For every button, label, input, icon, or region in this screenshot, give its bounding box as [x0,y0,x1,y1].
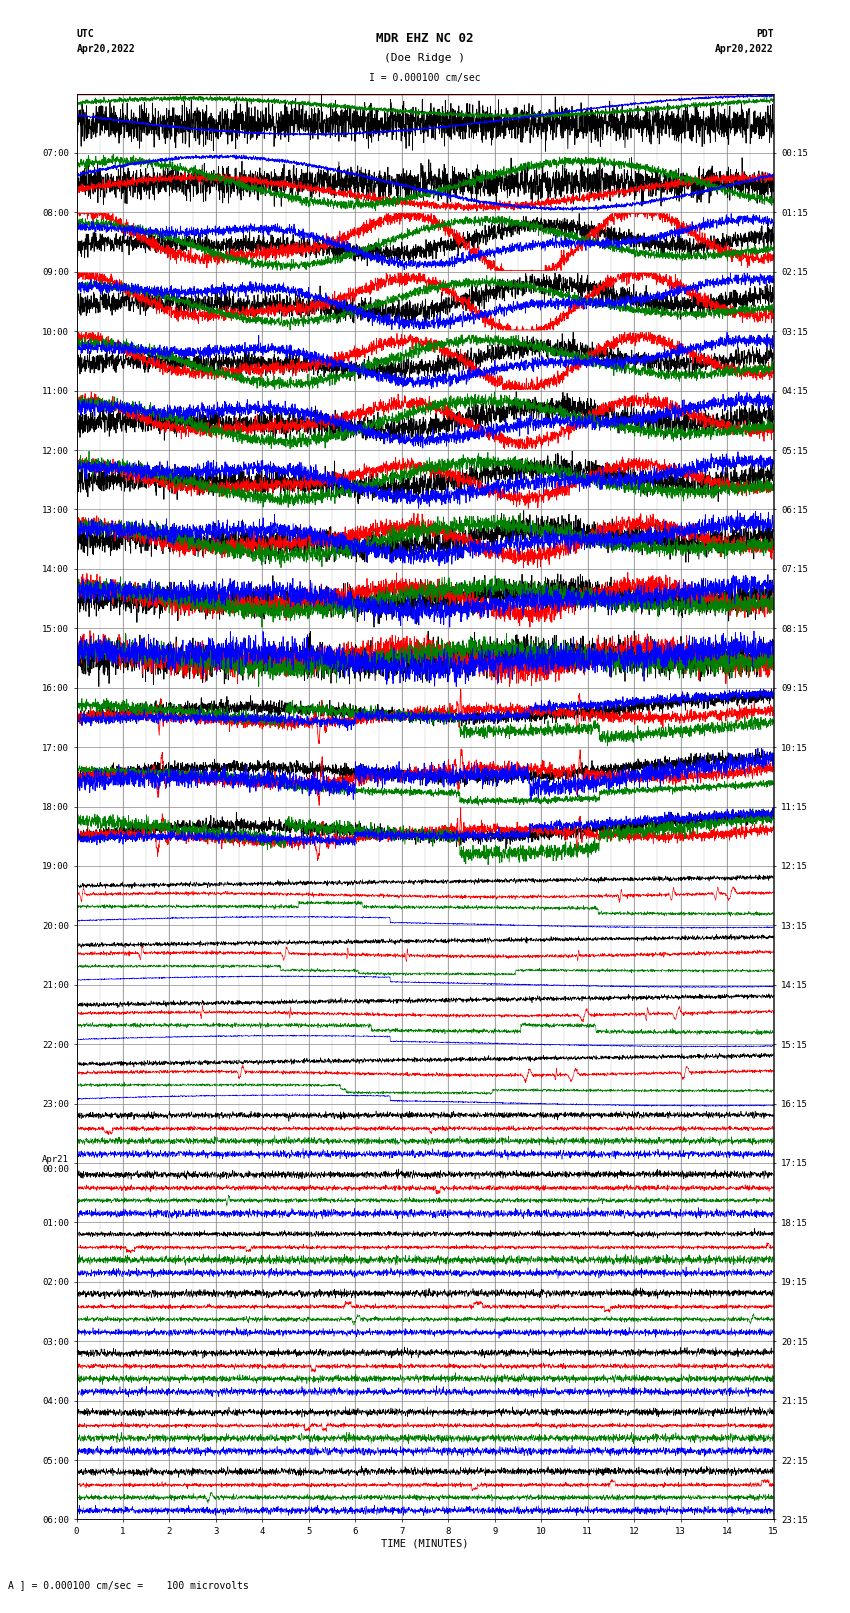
Text: I = 0.000100 cm/sec: I = 0.000100 cm/sec [369,73,481,82]
Text: A ] = 0.000100 cm/sec =    100 microvolts: A ] = 0.000100 cm/sec = 100 microvolts [8,1581,249,1590]
Text: MDR EHZ NC 02: MDR EHZ NC 02 [377,32,473,45]
X-axis label: TIME (MINUTES): TIME (MINUTES) [382,1539,468,1548]
Text: PDT: PDT [756,29,774,39]
Text: UTC: UTC [76,29,94,39]
Text: Apr20,2022: Apr20,2022 [715,44,774,53]
Text: Apr20,2022: Apr20,2022 [76,44,135,53]
Text: (Doe Ridge ): (Doe Ridge ) [384,53,466,63]
